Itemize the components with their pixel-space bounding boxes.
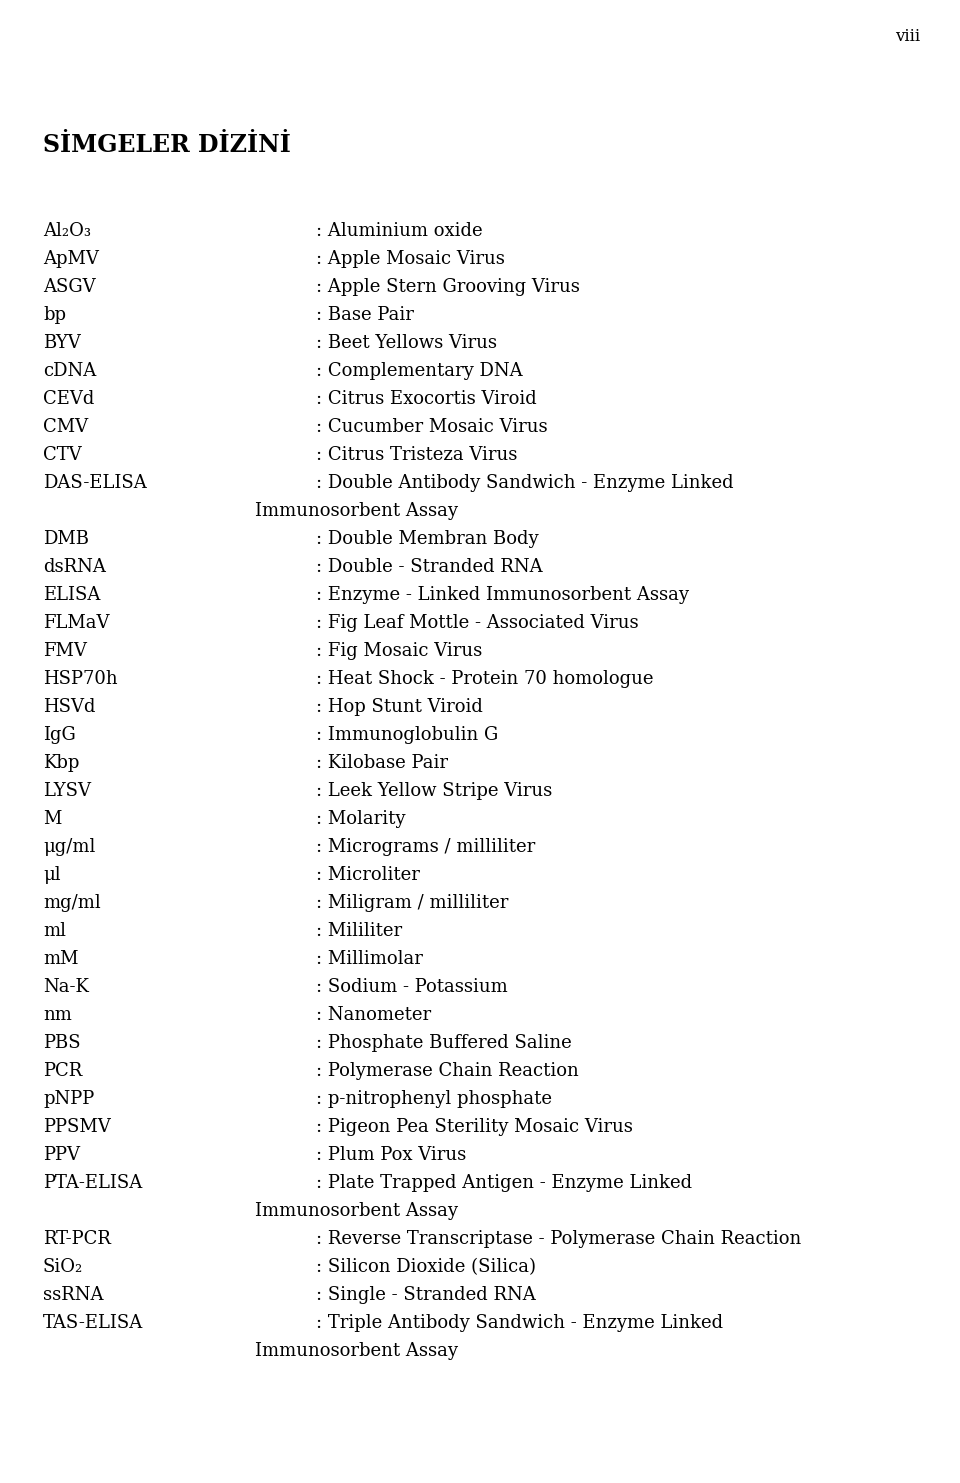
Text: : Double - Stranded RNA: : Double - Stranded RNA	[316, 558, 542, 575]
Text: FMV: FMV	[43, 642, 86, 660]
Text: : Molarity: : Molarity	[316, 810, 405, 828]
Text: : Hop Stunt Viroid: : Hop Stunt Viroid	[316, 698, 483, 716]
Text: PPSMV: PPSMV	[43, 1118, 110, 1136]
Text: : Heat Shock - Protein 70 homologue: : Heat Shock - Protein 70 homologue	[316, 670, 654, 688]
Text: : Plate Trapped Antigen - Enzyme Linked: : Plate Trapped Antigen - Enzyme Linked	[316, 1175, 692, 1192]
Text: TAS-ELISA: TAS-ELISA	[43, 1314, 143, 1332]
Text: Na-K: Na-K	[43, 977, 89, 997]
Text: DAS-ELISA: DAS-ELISA	[43, 475, 147, 492]
Text: : Complementary DNA: : Complementary DNA	[316, 362, 522, 380]
Text: PCR: PCR	[43, 1062, 83, 1080]
Text: IgG: IgG	[43, 727, 76, 744]
Text: : Immunoglobulin G: : Immunoglobulin G	[316, 727, 498, 744]
Text: ApMV: ApMV	[43, 251, 99, 268]
Text: : p-nitrophenyl phosphate: : p-nitrophenyl phosphate	[316, 1090, 552, 1108]
Text: : Sodium - Potassium: : Sodium - Potassium	[316, 977, 508, 997]
Text: PTA-ELISA: PTA-ELISA	[43, 1175, 142, 1192]
Text: μg/ml: μg/ml	[43, 838, 95, 856]
Text: nm: nm	[43, 1005, 72, 1023]
Text: CTV: CTV	[43, 446, 82, 464]
Text: : Nanometer: : Nanometer	[316, 1005, 431, 1023]
Text: : Aluminium oxide: : Aluminium oxide	[316, 222, 483, 240]
Text: FLMaV: FLMaV	[43, 614, 109, 632]
Text: PBS: PBS	[43, 1034, 81, 1051]
Text: cDNA: cDNA	[43, 362, 96, 380]
Text: : Citrus Exocortis Viroid: : Citrus Exocortis Viroid	[316, 390, 537, 408]
Text: μl: μl	[43, 866, 60, 884]
Text: : Enzyme - Linked Immunosorbent Assay: : Enzyme - Linked Immunosorbent Assay	[316, 586, 689, 604]
Text: : Millimolar: : Millimolar	[316, 951, 422, 968]
Text: : Triple Antibody Sandwich - Enzyme Linked: : Triple Antibody Sandwich - Enzyme Link…	[316, 1314, 723, 1332]
Text: : Double Membran Body: : Double Membran Body	[316, 529, 539, 549]
Text: : Base Pair: : Base Pair	[316, 305, 414, 323]
Text: HSVd: HSVd	[43, 698, 95, 716]
Text: : Apple Mosaic Virus: : Apple Mosaic Virus	[316, 251, 505, 268]
Text: viii: viii	[895, 28, 920, 44]
Text: : Beet Yellows Virus: : Beet Yellows Virus	[316, 334, 497, 351]
Text: : Kilobase Pair: : Kilobase Pair	[316, 753, 448, 773]
Text: SiO₂: SiO₂	[43, 1258, 84, 1275]
Text: : Silicon Dioxide (Silica): : Silicon Dioxide (Silica)	[316, 1258, 536, 1275]
Text: DMB: DMB	[43, 529, 89, 549]
Text: Immunosorbent Assay: Immunosorbent Assay	[255, 1342, 458, 1360]
Text: mg/ml: mg/ml	[43, 894, 101, 912]
Text: Kbp: Kbp	[43, 753, 80, 773]
Text: HSP70h: HSP70h	[43, 670, 118, 688]
Text: : Apple Stern Grooving Virus: : Apple Stern Grooving Virus	[316, 277, 580, 297]
Text: : Reverse Transcriptase - Polymerase Chain Reaction: : Reverse Transcriptase - Polymerase Cha…	[316, 1229, 802, 1249]
Text: Immunosorbent Assay: Immunosorbent Assay	[255, 1203, 458, 1221]
Text: PPV: PPV	[43, 1146, 80, 1164]
Text: bp: bp	[43, 305, 66, 323]
Text: M: M	[43, 810, 61, 828]
Text: : Single - Stranded RNA: : Single - Stranded RNA	[316, 1286, 536, 1304]
Text: Al₂O₃: Al₂O₃	[43, 222, 91, 240]
Text: ssRNA: ssRNA	[43, 1286, 104, 1304]
Text: : Cucumber Mosaic Virus: : Cucumber Mosaic Virus	[316, 418, 547, 436]
Text: BYV: BYV	[43, 334, 81, 351]
Text: : Polymerase Chain Reaction: : Polymerase Chain Reaction	[316, 1062, 579, 1080]
Text: Immunosorbent Assay: Immunosorbent Assay	[255, 503, 458, 521]
Text: : Pigeon Pea Sterility Mosaic Virus: : Pigeon Pea Sterility Mosaic Virus	[316, 1118, 633, 1136]
Text: ELISA: ELISA	[43, 586, 101, 604]
Text: : Phosphate Buffered Saline: : Phosphate Buffered Saline	[316, 1034, 572, 1051]
Text: : Mililiter: : Mililiter	[316, 922, 402, 940]
Text: pNPP: pNPP	[43, 1090, 94, 1108]
Text: dsRNA: dsRNA	[43, 558, 106, 575]
Text: : Microliter: : Microliter	[316, 866, 420, 884]
Text: RT-PCR: RT-PCR	[43, 1229, 110, 1249]
Text: : Double Antibody Sandwich - Enzyme Linked: : Double Antibody Sandwich - Enzyme Link…	[316, 475, 733, 492]
Text: : Citrus Tristeza Virus: : Citrus Tristeza Virus	[316, 446, 517, 464]
Text: CEVd: CEVd	[43, 390, 94, 408]
Text: mM: mM	[43, 951, 79, 968]
Text: : Fig Mosaic Virus: : Fig Mosaic Virus	[316, 642, 482, 660]
Text: : Leek Yellow Stripe Virus: : Leek Yellow Stripe Virus	[316, 782, 552, 799]
Text: SİMGELER DİZİNİ: SİMGELER DİZİNİ	[43, 133, 291, 157]
Text: ml: ml	[43, 922, 66, 940]
Text: : Miligram / milliliter: : Miligram / milliliter	[316, 894, 509, 912]
Text: CMV: CMV	[43, 418, 88, 436]
Text: LYSV: LYSV	[43, 782, 91, 799]
Text: : Plum Pox Virus: : Plum Pox Virus	[316, 1146, 467, 1164]
Text: : Fig Leaf Mottle - Associated Virus: : Fig Leaf Mottle - Associated Virus	[316, 614, 638, 632]
Text: : Micrograms / milliliter: : Micrograms / milliliter	[316, 838, 536, 856]
Text: ASGV: ASGV	[43, 277, 96, 297]
